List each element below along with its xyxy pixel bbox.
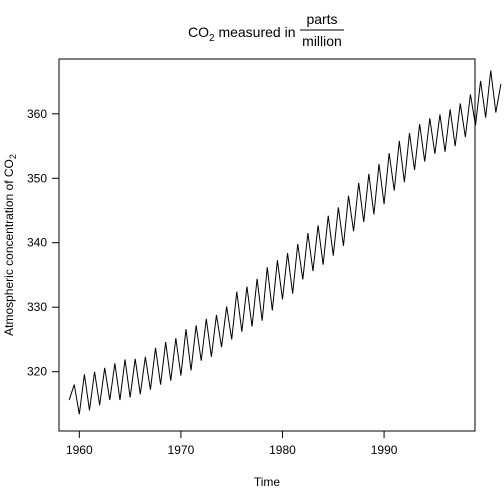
x-axis-label: Time [254,475,281,489]
x-tick-label: 1970 [168,443,195,457]
y-tick-label: 340 [27,236,47,250]
y-axis: 320 330 340 350 360 [27,107,60,379]
title-fraction-denominator: million [302,33,342,49]
x-tick-label: 1990 [371,443,398,457]
title-middle-text: measured in [215,24,296,40]
y-tick-label: 330 [27,300,47,314]
y-axis-label-subscript: 2 [8,154,18,159]
y-axis-label-text: Atmospheric concentration of CO [2,159,16,336]
x-tick-label: 1960 [66,443,93,457]
x-axis: 1960 1970 1980 1990 [66,430,398,457]
y-tick-label: 350 [27,171,47,185]
y-tick-label: 320 [27,365,47,379]
y-tick-label: 360 [27,107,47,121]
title-subscript: 2 [209,33,215,44]
x-tick-label: 1980 [269,443,296,457]
title-fraction-numerator: parts [306,11,337,27]
chart-title: CO2 measured in parts million [188,11,344,49]
plot-frame [58,58,476,432]
y-axis-label: Atmospheric concentration of CO2 [2,154,18,336]
co2-series-line [68,70,502,415]
title-text: CO2 measured in [188,24,296,44]
title-co-text: CO [188,24,209,40]
